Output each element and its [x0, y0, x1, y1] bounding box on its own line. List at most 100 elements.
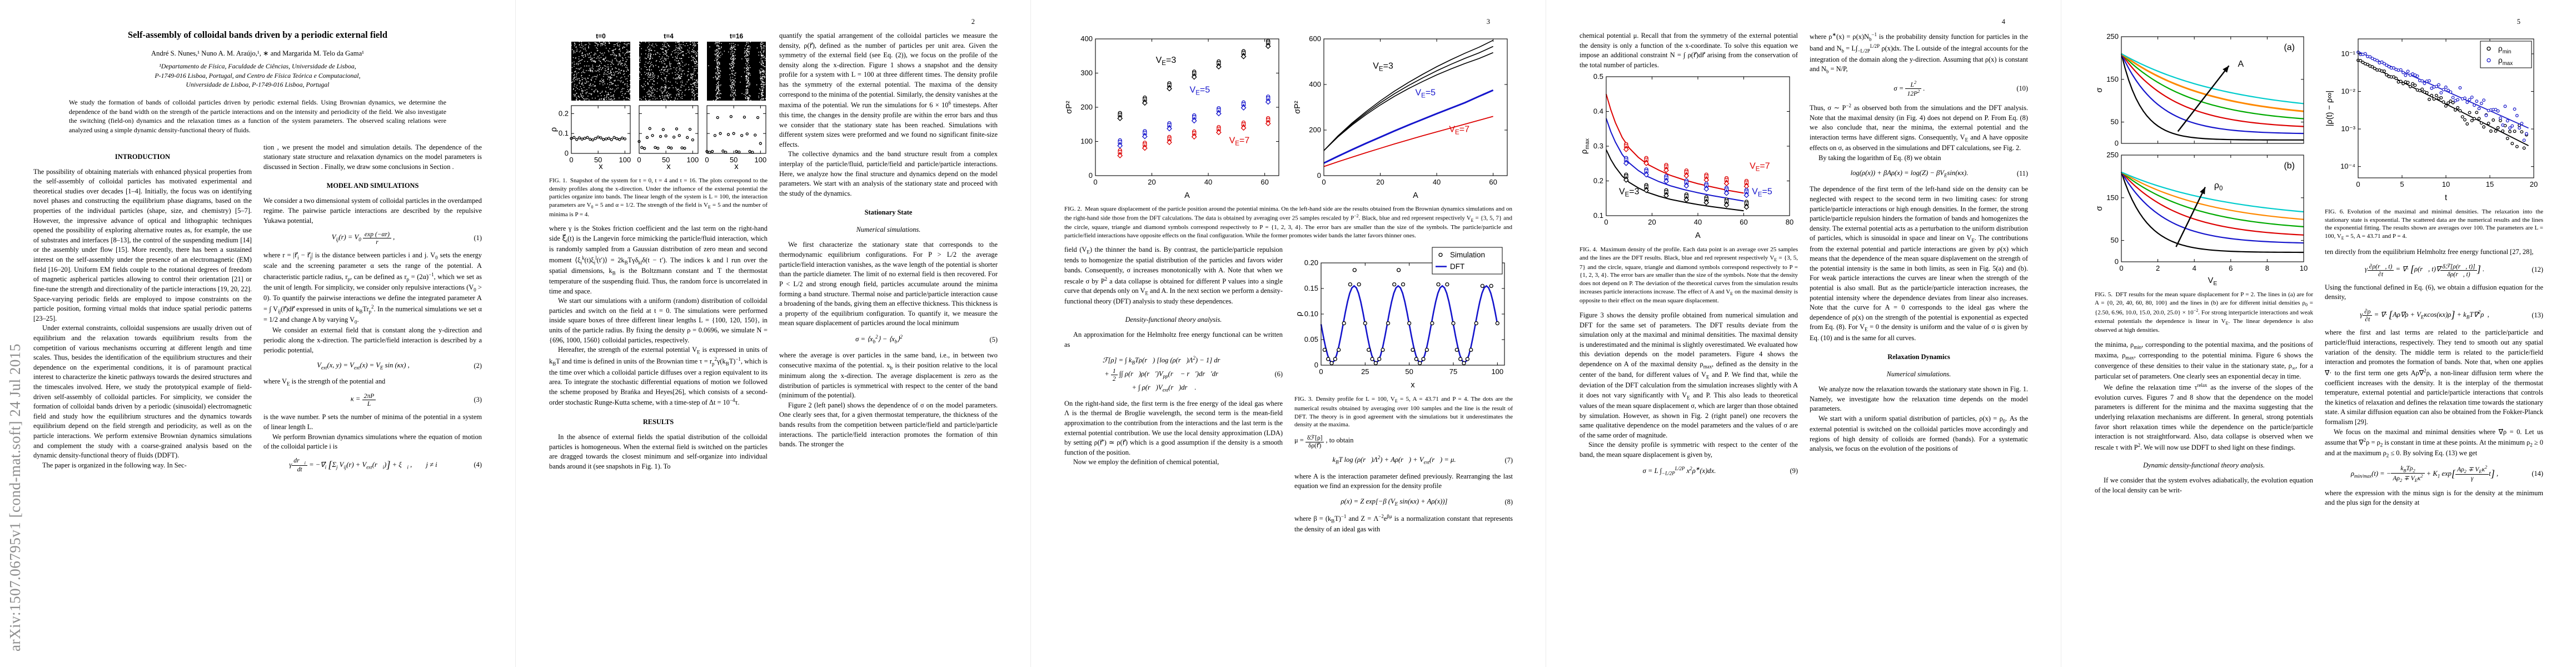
paragraph: In the absence of external fields the sp…	[549, 433, 768, 470]
fig5-panel-b: 0 2 4 6 8 10 0 50 150 250 VE σ ρ0 (b)	[2095, 151, 2313, 288]
svg-text:150: 150	[2106, 193, 2119, 202]
svg-text:50: 50	[2111, 236, 2119, 245]
svg-text:σ: σ	[2095, 87, 2104, 92]
paragraph: We consider an external field that is co…	[263, 326, 482, 354]
equation-11: log(ρ(x)) + βAρ(x) = log(Z) − βVEsin(κx)…	[1810, 168, 2028, 180]
svg-text:0.5: 0.5	[1593, 72, 1603, 81]
svg-text:0: 0	[1322, 178, 1326, 186]
svg-text:400: 400	[1309, 80, 1321, 88]
svg-text:6: 6	[2229, 264, 2233, 272]
svg-text:8: 8	[2265, 264, 2269, 272]
paragraph: An approximation for the Helmholtz free …	[1064, 331, 1283, 349]
svg-text:10⁻¹: 10⁻¹	[2341, 49, 2355, 58]
svg-text:ρ: ρ	[1295, 312, 1304, 316]
section-heading-stationary-state: Stationary State	[864, 208, 913, 217]
svg-text:60: 60	[1489, 178, 1497, 186]
svg-text:(b): (b)	[2284, 161, 2295, 171]
equation-body: σ = L2 12P2 .	[1894, 80, 1925, 97]
fig1-snapshot-t16: t=16	[707, 32, 766, 103]
svg-text:75: 75	[1449, 367, 1457, 376]
page4-column-1: chemical potential μ. Recall that from t…	[1580, 31, 1798, 482]
paragraph: where A is the interaction parameter def…	[1294, 472, 1513, 490]
svg-text:40: 40	[1433, 178, 1441, 186]
svg-text:0: 0	[569, 156, 573, 164]
svg-text:50: 50	[730, 156, 738, 164]
paragraph: μ = δℱ[ρ] δρ(r⃗) , to obtain	[1294, 434, 1354, 449]
svg-text:A: A	[1695, 231, 1701, 240]
fig4-caption: FIG. 4. Maximum density of the profile. …	[1580, 246, 1798, 305]
svg-text:VE=5: VE=5	[1190, 86, 1210, 97]
fig1-profile-t16: 0 50 100 x	[700, 102, 768, 174]
page-number: 3	[1486, 18, 1490, 26]
equation-body: ρmin/max(t) = − kBTρ2 Aρ2 ∓ VEκ2 + K1 exp[…	[2350, 464, 2499, 484]
svg-text:VE=7: VE=7	[1229, 136, 1250, 147]
equation-1: Vij(r) = V0 exp (−αr) r , (1)	[263, 231, 482, 246]
fig5-panel-a: 0 50 150 250 σ A (a)	[2095, 32, 2313, 151]
paragraph: We perform Brownian dynamics simulations…	[263, 432, 482, 451]
paper-affiliation: ¹Departamento de Física, Faculdade de Ci…	[155, 62, 361, 89]
svg-text:600: 600	[1309, 34, 1321, 43]
svg-text:ρ0: ρ0	[2214, 181, 2223, 192]
paragraph: where β = (kBT)−1 and Z = Λ−2eβμ is a no…	[1294, 514, 1513, 534]
figure-3: 0 25 50 75 100 0 0.05 0.10 0.15 0.20 x ρ Simulation D…	[1294, 246, 1513, 429]
svg-text:0.3: 0.3	[1593, 142, 1603, 150]
paragraph: tion , we present the model and simulati…	[263, 143, 482, 171]
svg-text:VE=3: VE=3	[1619, 187, 1640, 198]
paragraph: where the average is over particles in t…	[779, 351, 998, 400]
paper-title: Self-assembly of colloidal bands driven …	[127, 29, 388, 40]
equation-number: (13)	[2532, 311, 2543, 319]
paragraph: We start with a uniform spatial distribu…	[1810, 414, 2028, 453]
paragraph: Hereafter, the strength of the external …	[549, 346, 768, 407]
svg-text:0: 0	[2115, 139, 2119, 147]
figure-1: t=0 t=4 t=16 0 50 100 0 0.1 0.2 x ρ	[549, 32, 768, 218]
paragraph: Figure 3 shows the density profile obtai…	[1580, 311, 1798, 439]
paragraph: quantify the spatial arrangement of the …	[779, 32, 998, 148]
equation-body: γ ∂ρ ∂t = ∇⃗· [Aρ∇⃗ρ + VEκcos(κx)ρ] + kBT∇…	[2360, 308, 2489, 323]
svg-text:σP²: σP²	[1293, 101, 1302, 114]
equation-body: ℱ[ρ] = ∫ kBTρ(r⃗) [log (ρ(r⃗)Λ2) − 1] dr…	[1102, 355, 1226, 393]
svg-text:80: 80	[1786, 218, 1793, 226]
equation-body: ρ(x) = Z exp[−β (VE sin(κx) + Aρ(x))]	[1341, 497, 1448, 507]
svg-text:40: 40	[1694, 218, 1702, 226]
equation-number: (9)	[1790, 467, 1798, 475]
fig1-snapshot-label: t=16	[729, 32, 744, 40]
svg-text:25: 25	[1361, 367, 1369, 376]
equation-body: Vext(x, y) = Vext(x) = VE sin (κx) ,	[317, 361, 410, 371]
paragraph: By taking the logarithm of Eq. (8) we ob…	[1818, 153, 1941, 162]
svg-text:VE=5: VE=5	[1752, 187, 1772, 198]
fig6-caption: FIG. 6. Evolution of the maximal and min…	[2325, 208, 2543, 241]
paragraph: We consider a two dimensional system of …	[263, 197, 482, 225]
paragraph: If we consider that the system evolves a…	[2095, 476, 2313, 495]
svg-text:0: 0	[2119, 264, 2123, 272]
equation-5: σ = ⟨xb2⟩ − ⟨xb⟩2 (5)	[779, 334, 998, 346]
svg-text:0.1: 0.1	[559, 129, 569, 137]
equation-6: ℱ[ρ] = ∫ kBTρ(r⃗) [log (ρ(r⃗)Λ2) − 1] dr…	[1064, 355, 1283, 394]
page-1: arXiv:1507.06795v1 [cond-mat.soft] 24 Ju…	[0, 0, 515, 667]
svg-text:100: 100	[619, 156, 631, 164]
paragraph: The dependence of the first term of the …	[1810, 185, 2028, 342]
svg-text:50: 50	[1405, 367, 1413, 376]
page-number: 5	[2517, 18, 2520, 26]
svg-text:40: 40	[1204, 178, 1212, 186]
paragraph: The collective dynamics and the band str…	[779, 150, 998, 197]
paragraph: the minima, ρmin, corresponding to the p…	[2095, 340, 2314, 381]
fig1-profile-t0: 0 50 100 0 0.1 0.2 x ρ	[549, 102, 632, 174]
equation-number: (2)	[474, 362, 482, 370]
svg-text:σ: σ	[2095, 206, 2104, 211]
svg-text:0: 0	[1604, 218, 1608, 226]
paragraph: Under external constraints, colloidal su…	[33, 324, 252, 460]
svg-text:15: 15	[2486, 180, 2494, 188]
paragraph: Since the density profile is symmetric w…	[1580, 441, 1798, 459]
svg-text:0.15: 0.15	[1304, 284, 1318, 292]
svg-text:VE=3: VE=3	[1373, 61, 1393, 72]
svg-text:VE=5: VE=5	[1415, 88, 1436, 99]
svg-text:20: 20	[1648, 218, 1656, 226]
svg-text:x: x	[734, 162, 739, 171]
subsection-heading-ddft-analysis: Dynamic density-functional theory analys…	[2143, 461, 2265, 470]
fig6-relaxation-chart: 0 5 10 15 20 10⁻¹ 10⁻² 10⁻³ 10⁻⁴ t |ρ(t) − ρ∞| ρmin…	[2325, 32, 2543, 205]
equation-number: (8)	[1504, 497, 1513, 506]
svg-text:0: 0	[1093, 178, 1097, 186]
svg-text:A: A	[1413, 191, 1418, 200]
